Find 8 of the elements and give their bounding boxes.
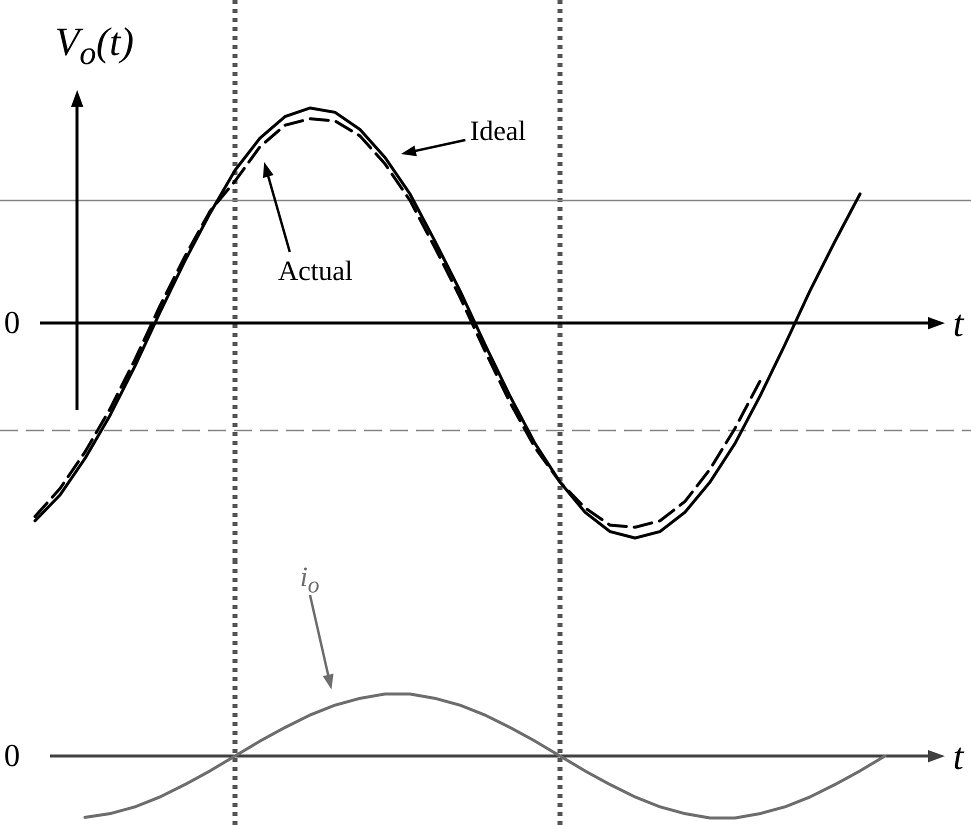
y-axis-title: V$_{o}$(t) bbox=[55, 19, 134, 72]
text: 0 bbox=[4, 737, 20, 773]
text: 0 bbox=[4, 304, 20, 340]
legend-label: Ideal bbox=[470, 116, 526, 147]
x-axis-title: t bbox=[953, 736, 964, 778]
text: Actual bbox=[278, 256, 353, 287]
x-axis-title: t bbox=[953, 303, 964, 345]
text: i$_{o}$ bbox=[300, 562, 320, 599]
